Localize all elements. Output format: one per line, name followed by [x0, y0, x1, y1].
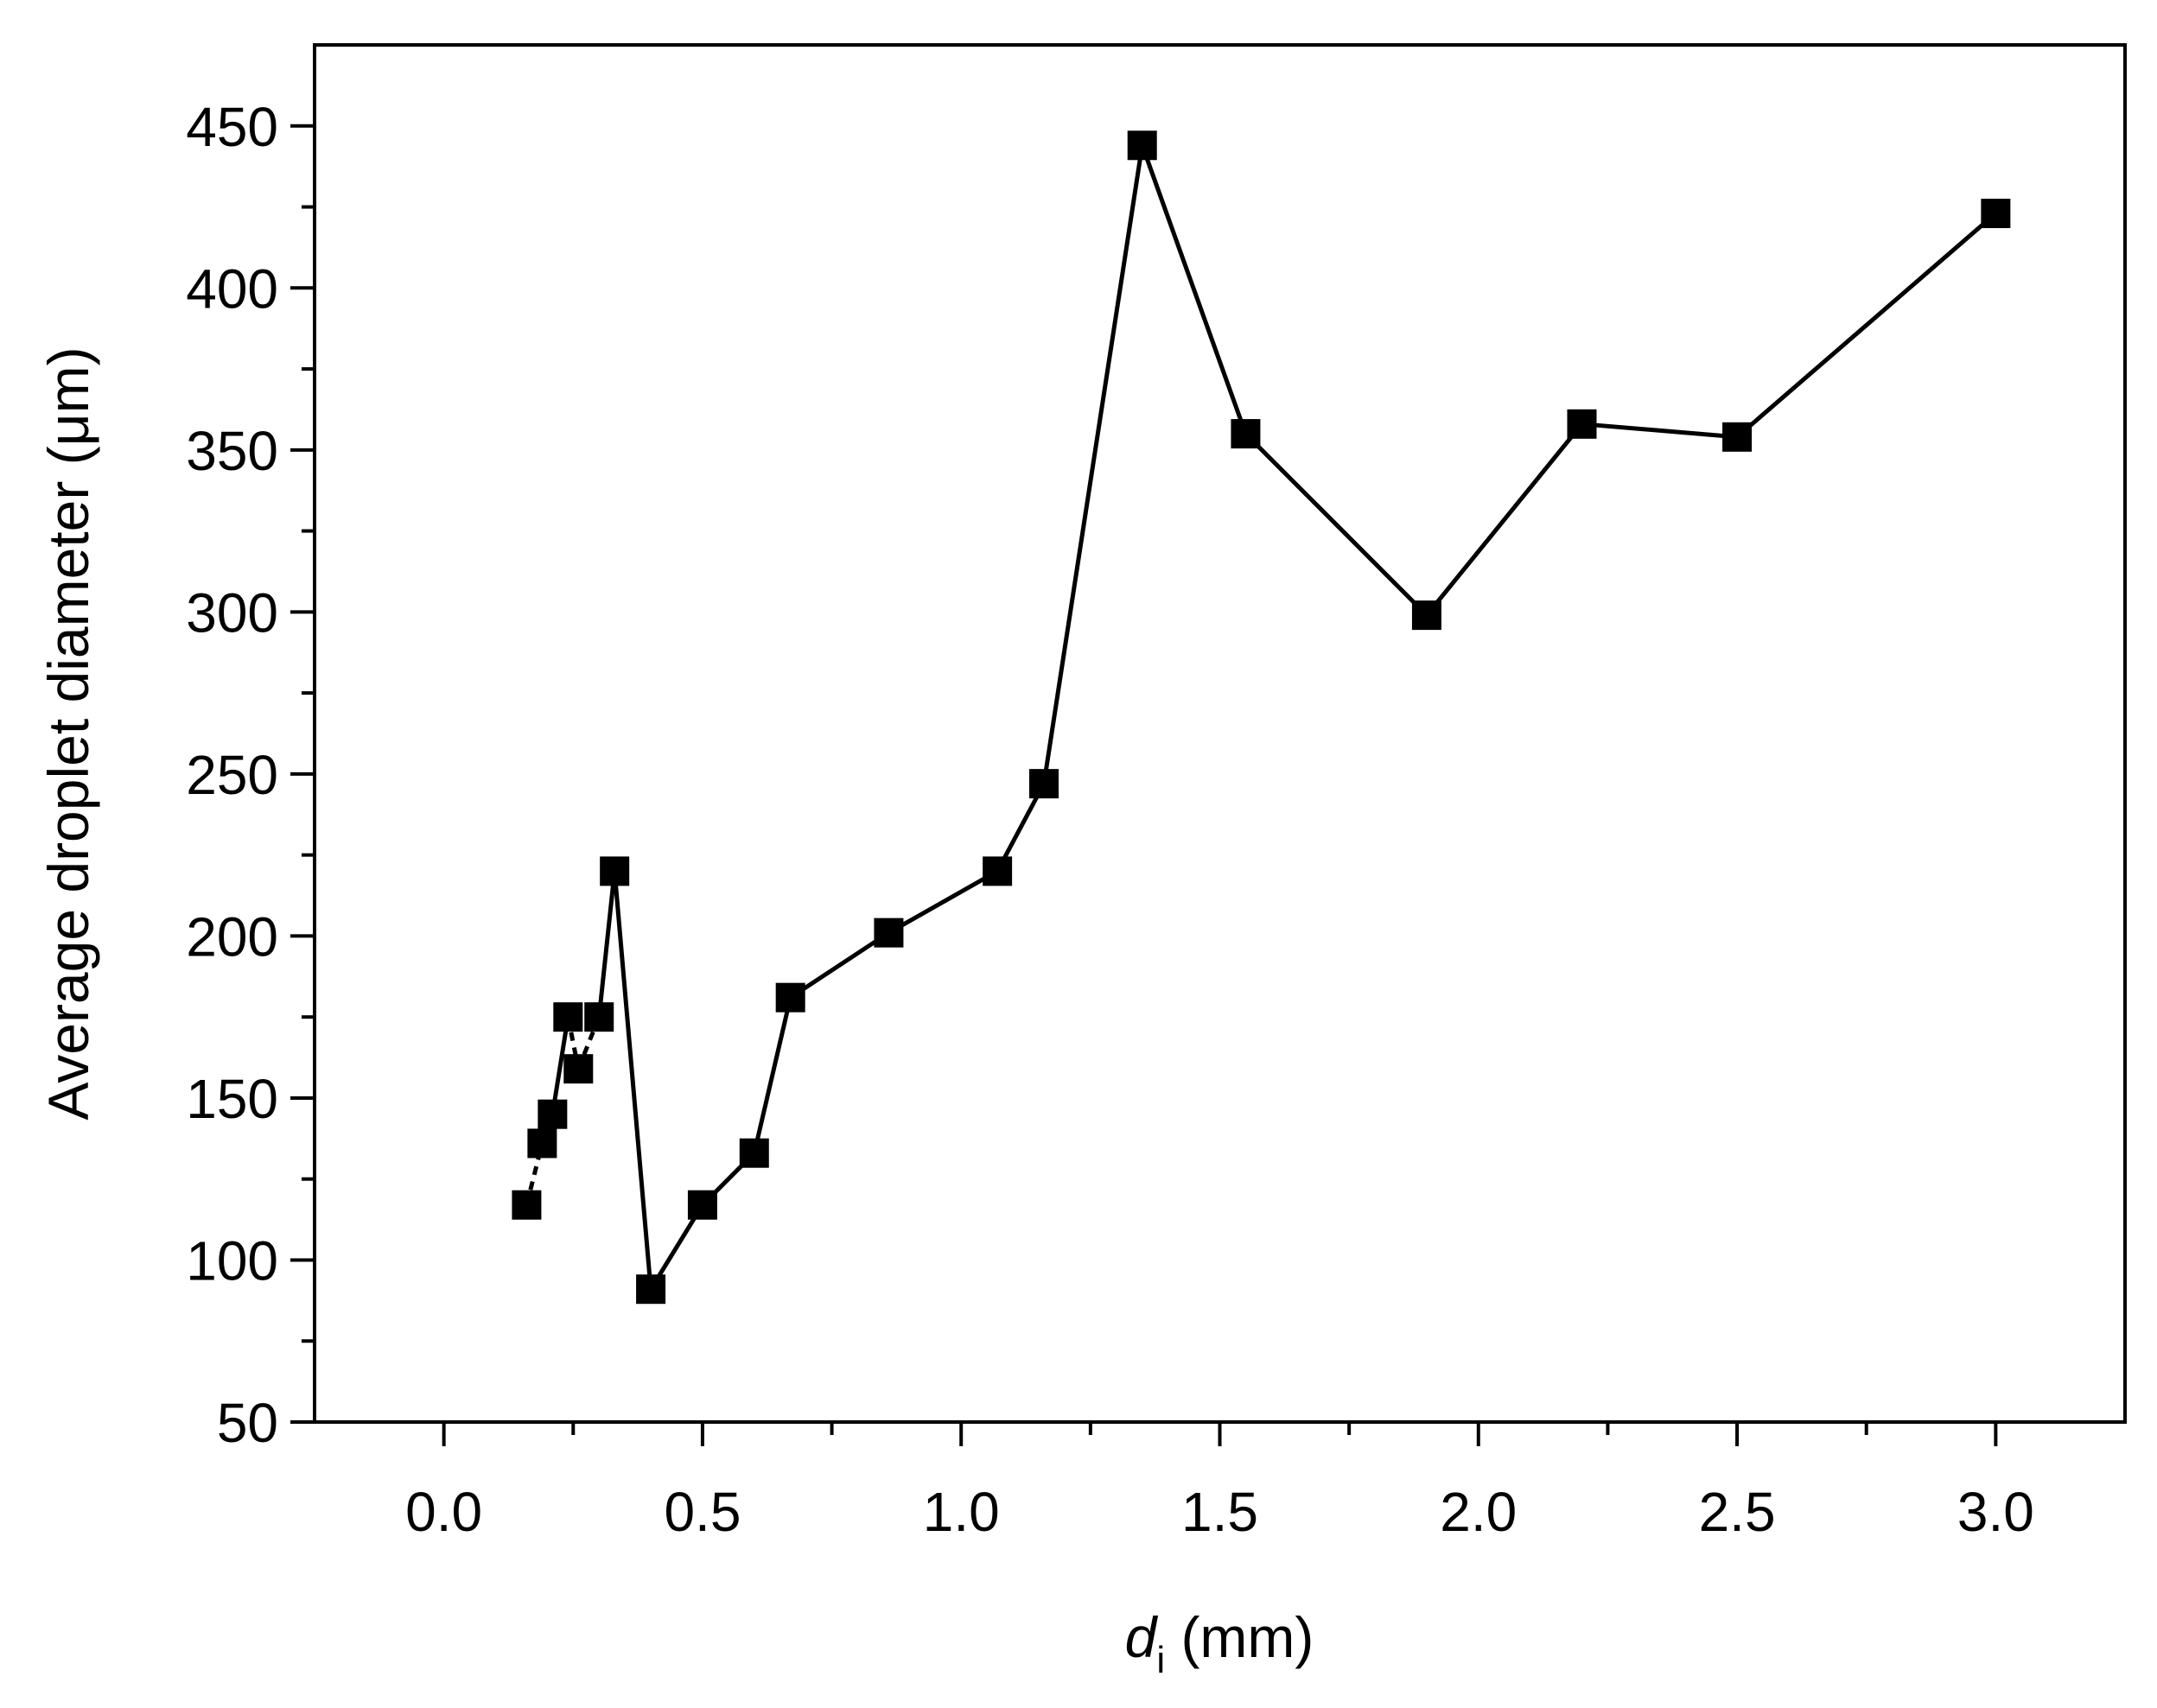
- y-tick-label: 200: [186, 905, 278, 968]
- series-segment: [596, 871, 617, 1018]
- plot-frame: [313, 43, 2127, 1424]
- y-tick-label: 300: [186, 581, 278, 644]
- data-point: [1722, 422, 1753, 452]
- y-tick-label: 450: [186, 96, 278, 158]
- data-point: [1567, 409, 1597, 439]
- data-point: [739, 1138, 769, 1168]
- data-point: [538, 1099, 568, 1129]
- series-lines: [524, 144, 1997, 1291]
- y-tick-label: 250: [186, 744, 278, 806]
- series-segment: [752, 997, 793, 1154]
- x-tick-label: 2.0: [1440, 1481, 1517, 1543]
- series-segment: [1041, 144, 1145, 784]
- x-tick-label: 1.5: [1181, 1481, 1258, 1543]
- data-point: [563, 1054, 594, 1084]
- series-segment: [1424, 422, 1584, 617]
- data-point: [636, 1274, 666, 1305]
- x-tick-label: 1.0: [923, 1481, 1000, 1543]
- data-point: [983, 856, 1013, 886]
- data-point: [775, 982, 805, 1013]
- data-point: [874, 917, 904, 948]
- series-markers: [512, 130, 2011, 1305]
- tick-labels: 0.0 0.5 1.0 1.5 2.0 2.5 3.0 50 100 150 200 250 300 35…: [186, 96, 2034, 1543]
- data-point: [527, 1128, 557, 1159]
- series-segment: [1735, 212, 1997, 439]
- data-point: [512, 1190, 542, 1220]
- x-axis-subscript: i: [1156, 1639, 1165, 1681]
- series-segment: [1581, 422, 1738, 440]
- y-tick-label: 150: [186, 1068, 278, 1130]
- y-tick-label: 100: [186, 1229, 278, 1292]
- y-tick-label: 350: [186, 420, 278, 482]
- y-axis-title: Average droplet diameter (μm): [36, 346, 100, 1120]
- series-segment: [1244, 432, 1428, 617]
- data-point: [1411, 600, 1441, 631]
- series-segment: [550, 1016, 570, 1115]
- series-segment: [612, 871, 653, 1290]
- data-point: [1231, 419, 1261, 449]
- y-tick-label: 400: [186, 257, 278, 320]
- x-tick-label: 0.5: [664, 1481, 741, 1543]
- data-point: [553, 1002, 583, 1032]
- series-segment: [1140, 144, 1248, 435]
- x-tick-label: 0.0: [405, 1481, 482, 1543]
- x-tick-label: 3.0: [1957, 1481, 2034, 1543]
- axis-ticks: [290, 124, 1998, 1446]
- y-tick-label: 50: [217, 1392, 278, 1454]
- data-point: [687, 1190, 717, 1220]
- data-point: [584, 1002, 614, 1032]
- data-point: [1028, 769, 1059, 799]
- data-point: [1981, 199, 2011, 229]
- x-axis-title: di (mm): [1125, 1605, 1314, 1681]
- x-axis-symbol: d: [1125, 1605, 1159, 1669]
- x-axis-unit: (mm): [1165, 1605, 1314, 1669]
- series-segment: [888, 869, 999, 935]
- data-point: [1127, 130, 1157, 161]
- x-tick-label: 2.5: [1699, 1481, 1776, 1543]
- data-point: [600, 856, 630, 886]
- series-segment: [789, 930, 890, 1000]
